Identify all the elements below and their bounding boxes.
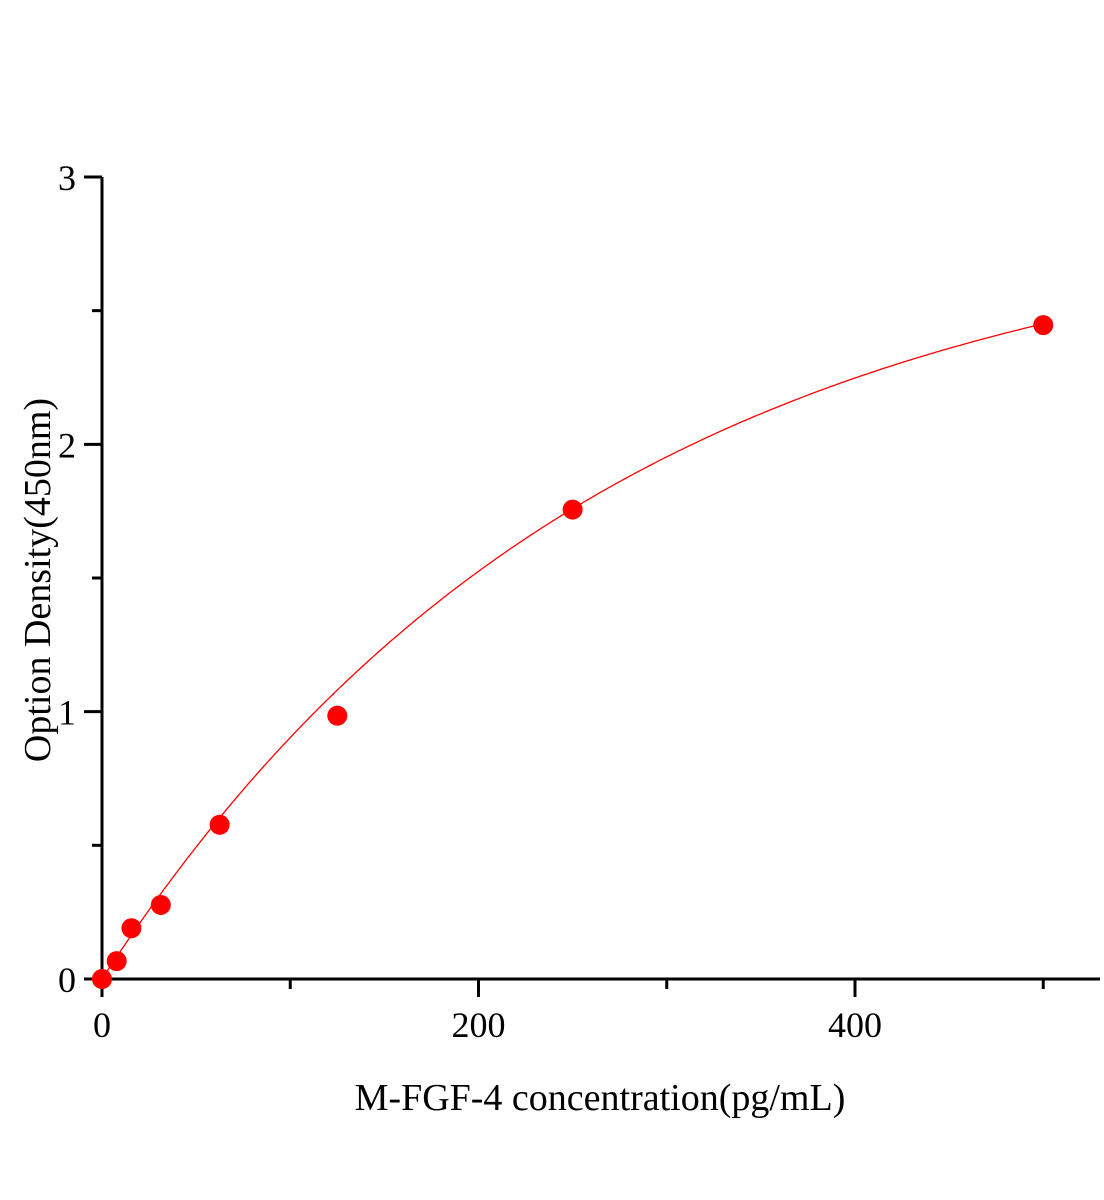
data-point xyxy=(121,918,142,939)
fit-curve xyxy=(101,323,1044,980)
data-point xyxy=(562,499,583,520)
y-tick-label: 1 xyxy=(58,693,76,733)
tick-labels: 0 1 2 3 0 200 400 xyxy=(58,158,882,1045)
axes xyxy=(84,175,1100,997)
y-tick-label: 0 xyxy=(58,960,76,1000)
data-point xyxy=(106,951,127,972)
x-tick-label: 0 xyxy=(93,1005,111,1045)
x-tick-label: 200 xyxy=(452,1005,506,1045)
data-point xyxy=(327,705,348,726)
data-point xyxy=(209,814,230,835)
data-point xyxy=(150,894,171,915)
data-point xyxy=(1033,315,1054,336)
x-tick-label: 400 xyxy=(828,1005,882,1045)
data-points xyxy=(92,315,1054,989)
y-axis-title: Option Density(450nm) xyxy=(17,398,59,762)
y-tick-label: 3 xyxy=(58,158,76,198)
y-tick-label: 2 xyxy=(58,425,76,465)
data-point xyxy=(92,969,112,989)
x-axis-title: M-FGF-4 concentration(pg/mL) xyxy=(355,1077,846,1119)
